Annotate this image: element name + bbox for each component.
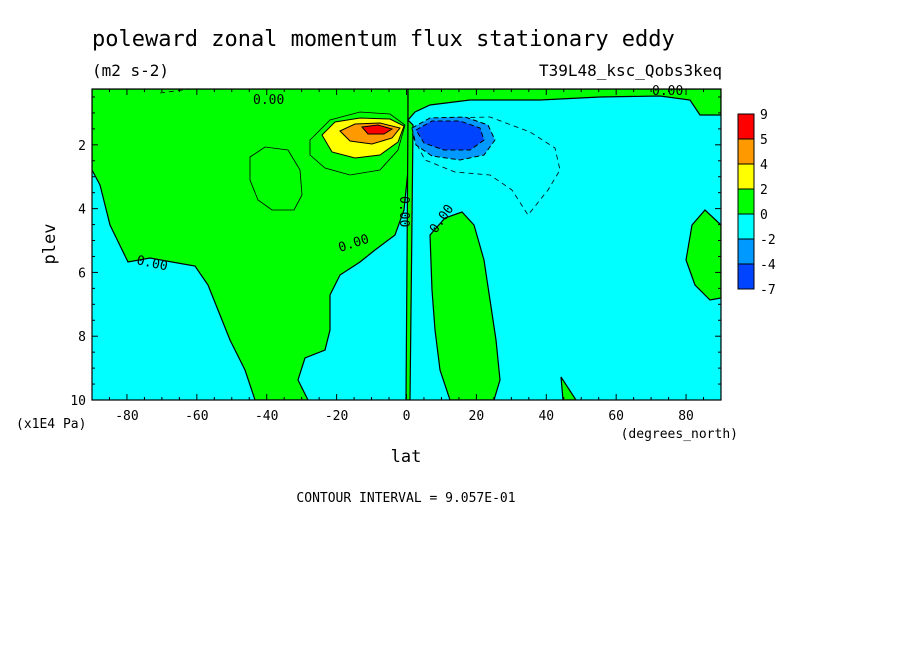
colorbar-label: 4	[760, 158, 768, 173]
y-units-label: (x1E4 Pa)	[16, 417, 86, 432]
x-tick-label: 60	[608, 409, 624, 424]
colorbar-label: -7	[760, 283, 776, 298]
y-tick-label: 10	[70, 394, 86, 409]
colorbar: 9 5 4 2 0 -2 -4 -7	[737, 108, 776, 298]
x-tick-label: -60	[185, 409, 208, 424]
colorbar-swatch	[737, 188, 755, 215]
contour-label: 0.00	[652, 84, 683, 99]
positive-spike	[560, 376, 577, 400]
positive-core-red	[361, 124, 394, 135]
colorbar-swatch	[737, 213, 755, 240]
colorbar-swatch	[737, 163, 755, 190]
run-label: T39L48_ksc_Qobs3keq	[539, 61, 722, 80]
positive-region-south	[92, 89, 409, 400]
y-tick-label: 6	[78, 266, 86, 281]
contour-label: 0.00	[396, 196, 411, 227]
thin-contour-south	[249, 146, 303, 211]
plot-area: 0.00 0.00 0.00 0.00 0.00 0.00	[91, 84, 722, 401]
colorbar-swatch	[737, 238, 755, 265]
y-tick-label: 4	[78, 203, 86, 218]
colorbar-swatch	[737, 263, 755, 290]
contour-label: 0.00	[135, 253, 169, 274]
contour-label: 0.00	[253, 93, 284, 108]
x-tick-label: 80	[678, 409, 694, 424]
x-tick-label: -80	[115, 409, 138, 424]
x-tick-label: 0	[403, 409, 411, 424]
positive-region-top	[407, 89, 721, 122]
y-tick-label: 2	[78, 139, 86, 154]
positive-region-equator	[405, 118, 414, 400]
y-axis-ticks: 2 4 6 8 10	[70, 96, 721, 409]
x-tick-label: 40	[538, 409, 554, 424]
colorbar-label: -4	[760, 258, 776, 273]
thin-contour-positive-outer	[309, 111, 406, 176]
colorbar-swatch	[737, 113, 755, 140]
colorbar-label: -2	[760, 233, 776, 248]
y-axis-label: plev	[40, 224, 60, 265]
x-units-label: (degrees_north)	[621, 427, 738, 442]
colorbar-label: 0	[760, 208, 768, 223]
positive-region-nh-high	[685, 209, 721, 301]
positive-region-tongue	[429, 211, 501, 400]
negative-core-deep	[415, 120, 485, 151]
chart-title: poleward zonal momentum flux stationary …	[92, 27, 675, 52]
x-axis-label: lat	[391, 447, 422, 467]
x-tick-label: 20	[469, 409, 485, 424]
colorbar-label: 9	[760, 108, 768, 123]
x-tick-label: -20	[325, 409, 348, 424]
contour-interval-text: CONTOUR INTERVAL = 9.057E-01	[296, 491, 515, 506]
y-tick-label: 8	[78, 330, 86, 345]
dashed-contour-outer	[411, 116, 561, 216]
units-label: (m2 s-2)	[92, 61, 169, 80]
colorbar-label: 5	[760, 133, 768, 148]
x-tick-label: -40	[255, 409, 278, 424]
x-axis-ticks: -80 -60 -40 -20 0 20 40 60 80	[91, 89, 722, 424]
colorbar-swatch	[737, 138, 755, 165]
colorbar-label: 2	[760, 183, 768, 198]
